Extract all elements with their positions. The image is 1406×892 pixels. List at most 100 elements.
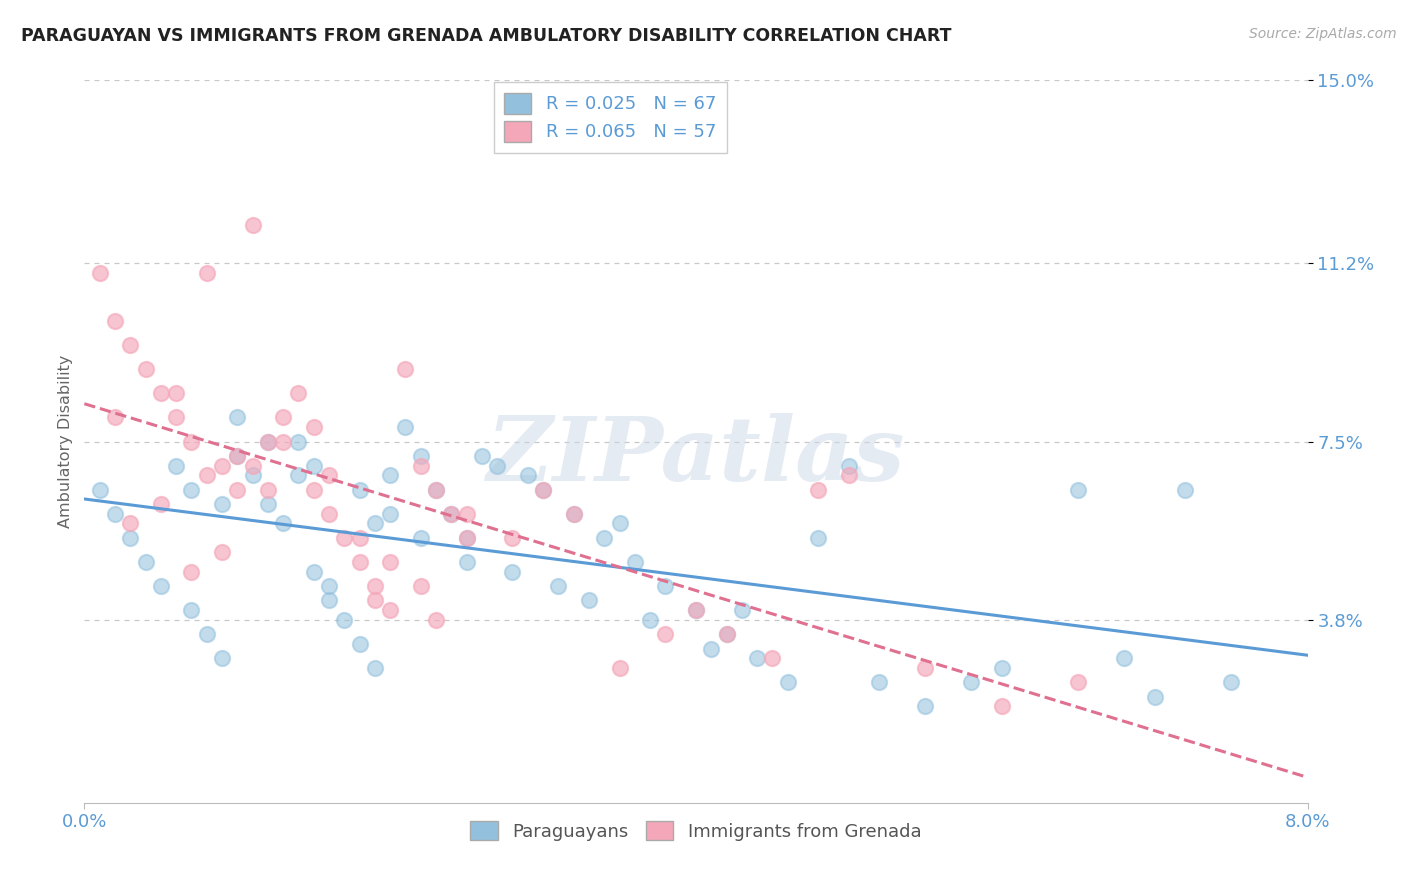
Point — [120, 516, 142, 531]
Point — [578, 593, 600, 607]
Point — [135, 555, 157, 569]
Point — [456, 531, 478, 545]
Point — [180, 565, 202, 579]
Point — [409, 449, 432, 463]
Point — [731, 603, 754, 617]
Text: ZIPatlas: ZIPatlas — [488, 413, 904, 500]
Point — [333, 531, 356, 545]
Point — [380, 603, 402, 617]
Point — [654, 627, 676, 641]
Point — [211, 651, 233, 665]
Point — [425, 483, 447, 497]
Point — [242, 458, 264, 473]
Y-axis label: Ambulatory Disability: Ambulatory Disability — [58, 355, 73, 528]
Point — [960, 675, 983, 690]
Point — [318, 579, 340, 593]
Point — [380, 507, 402, 521]
Point — [180, 483, 202, 497]
Point — [149, 579, 172, 593]
Point — [302, 458, 325, 473]
Legend: Paraguayans, Immigrants from Grenada: Paraguayans, Immigrants from Grenada — [463, 814, 929, 848]
Point — [914, 661, 936, 675]
Point — [409, 531, 432, 545]
Text: PARAGUAYAN VS IMMIGRANTS FROM GRENADA AMBULATORY DISABILITY CORRELATION CHART: PARAGUAYAN VS IMMIGRANTS FROM GRENADA AM… — [21, 27, 952, 45]
Point — [914, 699, 936, 714]
Point — [531, 483, 554, 497]
Point — [609, 516, 631, 531]
Point — [609, 661, 631, 675]
Point — [364, 593, 387, 607]
Point — [349, 483, 371, 497]
Point — [1174, 483, 1197, 497]
Point — [257, 483, 280, 497]
Point — [120, 338, 142, 352]
Point — [547, 579, 569, 593]
Point — [242, 468, 264, 483]
Point — [440, 507, 463, 521]
Point — [562, 507, 585, 521]
Point — [89, 266, 111, 280]
Point — [89, 483, 111, 497]
Point — [638, 613, 661, 627]
Point — [333, 613, 356, 627]
Point — [380, 468, 402, 483]
Point — [991, 699, 1014, 714]
Point — [302, 420, 325, 434]
Point — [624, 555, 647, 569]
Point — [180, 434, 202, 449]
Point — [302, 565, 325, 579]
Point — [257, 434, 280, 449]
Point — [716, 627, 738, 641]
Point — [364, 516, 387, 531]
Point — [991, 661, 1014, 675]
Point — [1067, 483, 1090, 497]
Point — [685, 603, 707, 617]
Point — [349, 637, 371, 651]
Point — [271, 410, 294, 425]
Point — [165, 386, 187, 401]
Point — [685, 603, 707, 617]
Point — [318, 507, 340, 521]
Point — [776, 675, 799, 690]
Point — [440, 507, 463, 521]
Point — [716, 627, 738, 641]
Point — [287, 434, 309, 449]
Point — [364, 661, 387, 675]
Point — [349, 555, 371, 569]
Point — [456, 507, 478, 521]
Point — [1067, 675, 1090, 690]
Point — [149, 497, 172, 511]
Point — [761, 651, 783, 665]
Point — [394, 420, 416, 434]
Point — [425, 483, 447, 497]
Point — [807, 483, 830, 497]
Point — [211, 458, 233, 473]
Point — [104, 314, 127, 328]
Point — [226, 410, 249, 425]
Point — [1114, 651, 1136, 665]
Point — [425, 613, 447, 627]
Point — [1143, 690, 1166, 704]
Point — [486, 458, 509, 473]
Point — [226, 483, 249, 497]
Point — [1220, 675, 1243, 690]
Point — [165, 410, 187, 425]
Point — [242, 218, 264, 232]
Point — [287, 468, 309, 483]
Point — [318, 593, 340, 607]
Point — [302, 483, 325, 497]
Point — [869, 675, 891, 690]
Point — [409, 579, 432, 593]
Point — [165, 458, 187, 473]
Point — [747, 651, 769, 665]
Point — [807, 531, 830, 545]
Point — [502, 531, 524, 545]
Text: Source: ZipAtlas.com: Source: ZipAtlas.com — [1249, 27, 1396, 41]
Point — [195, 627, 218, 641]
Point — [287, 386, 309, 401]
Point — [349, 531, 371, 545]
Point — [531, 483, 554, 497]
Point — [271, 434, 294, 449]
Point — [593, 531, 616, 545]
Point — [838, 468, 860, 483]
